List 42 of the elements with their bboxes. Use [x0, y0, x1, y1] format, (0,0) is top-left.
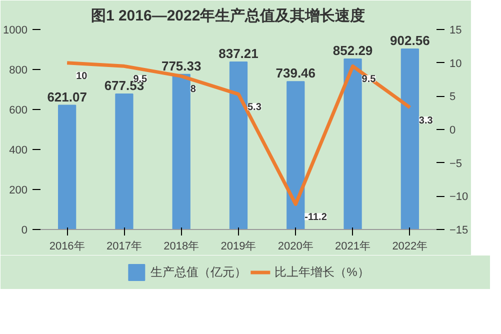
y2-tick-label: −5 [450, 158, 462, 170]
bar [286, 81, 305, 230]
y2-tick-label: −15 [450, 224, 468, 236]
y-tick-label: 600 [9, 104, 28, 116]
data-label: 621.07 [47, 89, 87, 104]
y-tick-label: 0 [21, 224, 28, 236]
data-label: 739.46 [276, 66, 316, 81]
bar [400, 48, 419, 230]
y2-tick-label: −10 [450, 191, 468, 204]
legend-label: 生产总值（亿元） [150, 264, 247, 280]
y-tick-label: 400 [9, 144, 28, 156]
x-tick-label: 2019年 [220, 240, 256, 252]
y-tick-label: 800 [9, 64, 28, 76]
data-label: 10 [76, 70, 88, 82]
y2-tick-label: 15 [450, 24, 462, 36]
x-tick-label: 2016年 [49, 240, 85, 252]
x-tick-label: 2017年 [106, 240, 142, 252]
x-tick-label: 2018年 [164, 240, 200, 252]
y-tick-label: 1000 [3, 24, 28, 36]
bar [58, 104, 76, 230]
data-label: 852.29 [332, 43, 373, 58]
data-label: 837.21 [218, 46, 258, 62]
data-label: 8 [190, 84, 196, 96]
y2-tick-label: 10 [450, 58, 462, 70]
x-tick-label: 2022年 [392, 240, 428, 252]
bar [229, 62, 248, 230]
bar [115, 93, 134, 230]
legend-label: 比上年增长（%） [274, 264, 370, 280]
bar [172, 74, 190, 230]
y2-tick-label: 0 [450, 124, 456, 136]
data-label: 5.3 [248, 102, 262, 114]
data-label: 3.3 [418, 116, 434, 126]
data-label: 9.5 [362, 74, 376, 86]
data-label: 902.56 [390, 32, 430, 48]
y-tick-label: 200 [9, 184, 28, 196]
x-tick-label: 2021年 [335, 240, 371, 252]
data-label: -11.2 [304, 212, 328, 224]
x-tick-label: 2020年 [278, 240, 314, 252]
y2-tick-label: 5 [450, 91, 456, 104]
bar [344, 58, 362, 230]
data-label: 775.33 [161, 58, 202, 74]
chart-title: 图1 2016—2022年生产总值及其增长速度 [90, 6, 366, 24]
